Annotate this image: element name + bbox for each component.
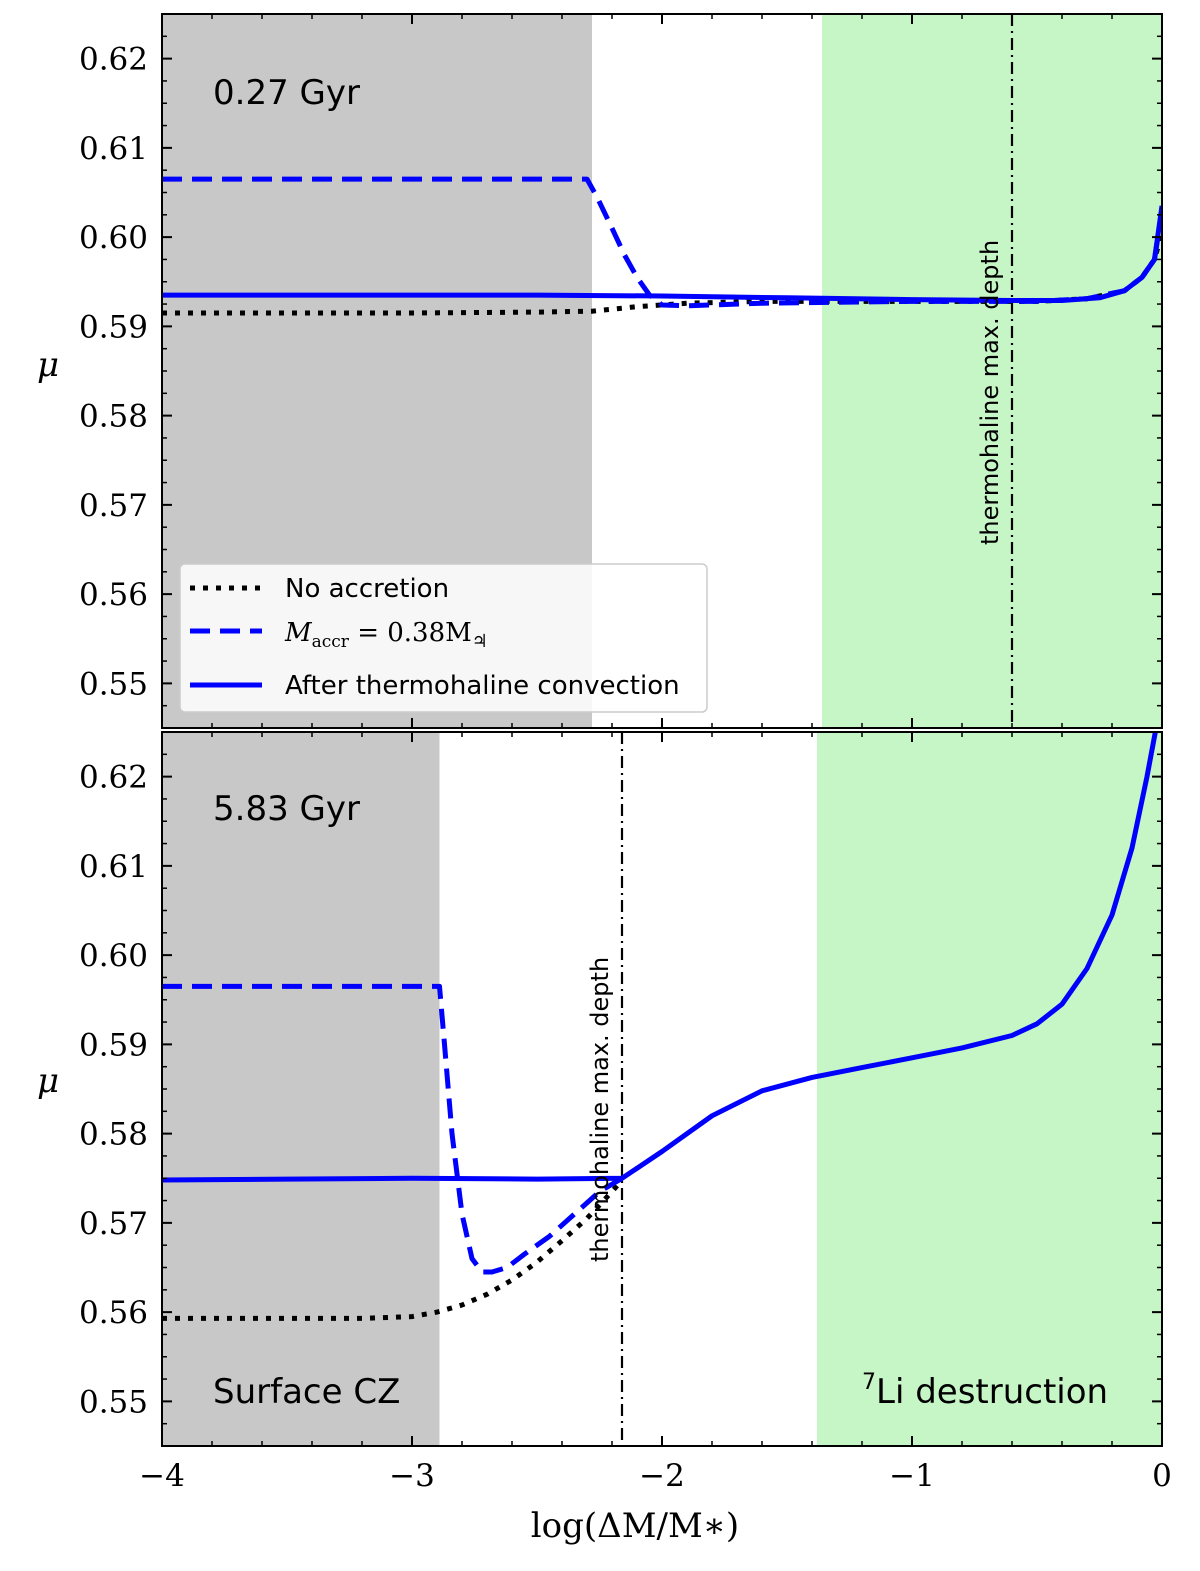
y-tick-label: 0.57 [79, 488, 148, 524]
top-age-label: 0.27 Gyr [213, 73, 360, 113]
legend-label-accretion: Maccr = 0.38M♃ [284, 618, 488, 652]
series-dashed-bot [162, 983, 624, 1275]
y-tick-label: 0.56 [79, 577, 148, 613]
legend: No accretion Maccr = 0.38M♃ After thermo… [179, 563, 708, 713]
top-panel: 0.55 0.56 0.57 0.58 0.59 0.60 0.61 0.62 0.27 Gy… [37, 13, 1163, 729]
series-solid-top [162, 205, 1162, 303]
top-ticks: 0.55 0.56 0.57 0.58 0.59 0.60 0.61 0.62 [79, 13, 1163, 729]
x-axis-title: log(ΔM/M∗) [531, 1506, 739, 1546]
bottom-y-axis-title: μ [37, 1061, 59, 1101]
top-vline-label: thermohaline max. depth [976, 240, 1004, 545]
y-tick-label: 0.58 [79, 399, 148, 435]
li-superscript: 7 [862, 1370, 876, 1395]
y-tick-label: 0.60 [79, 220, 148, 256]
li-text: Li destruction [876, 1372, 1108, 1412]
x-tick-label: −3 [389, 1458, 435, 1494]
y-tick-label: 0.61 [79, 131, 148, 167]
legend-m: M [284, 618, 313, 648]
y-tick-label: 0.55 [79, 1384, 148, 1420]
y-tick-label: 0.58 [79, 1117, 148, 1153]
bottom-axes-frame [161, 731, 1163, 1447]
bottom-series-group [162, 732, 1158, 1321]
y-tick-label: 0.56 [79, 1295, 148, 1331]
y-tick-label: 0.61 [79, 849, 148, 885]
series-solid-bot [162, 732, 1158, 1183]
y-tick-label: 0.60 [79, 938, 148, 974]
top-axes-frame [161, 13, 1163, 729]
region-li-destruction-bot [817, 732, 1162, 1446]
region-surface-cz-bot [162, 732, 440, 1446]
x-tick-label: 0 [1152, 1458, 1172, 1494]
bottom-panel: 0.55 0.56 0.57 0.58 0.59 0.60 0.61 0.62 −4 −3 −2 −1… [37, 731, 1172, 1494]
top-y-axis-title: μ [37, 345, 59, 385]
y-tick-label: 0.55 [79, 666, 148, 702]
bottom-vline-label: thermohaline max. depth [586, 957, 614, 1262]
legend-equals: = 0.38M [349, 618, 472, 648]
y-tick-label: 0.59 [79, 1027, 148, 1063]
top-series-group [162, 176, 1162, 316]
x-tick-label: −4 [139, 1458, 185, 1494]
surface-cz-label: Surface CZ [213, 1372, 400, 1412]
y-tick-label: 0.57 [79, 1206, 148, 1242]
bottom-regions [162, 732, 1162, 1446]
bottom-age-label: 5.83 Gyr [213, 789, 360, 829]
legend-jupiter-symbol: ♃ [472, 631, 488, 652]
legend-box [179, 563, 708, 713]
y-tick-label: 0.59 [79, 309, 148, 345]
legend-label-no-accretion: No accretion [285, 574, 449, 604]
legend-label-thermohaline: After thermohaline convection [285, 671, 680, 701]
y-tick-label: 0.62 [79, 760, 148, 796]
legend-accr-sub: accr [312, 632, 350, 652]
x-tick-label: −1 [889, 1458, 935, 1494]
region-li-destruction-top [822, 14, 1162, 728]
x-tick-label: −2 [639, 1458, 685, 1494]
y-tick-label: 0.62 [79, 42, 148, 78]
li-destruction-label: 7Li destruction [862, 1370, 1108, 1412]
